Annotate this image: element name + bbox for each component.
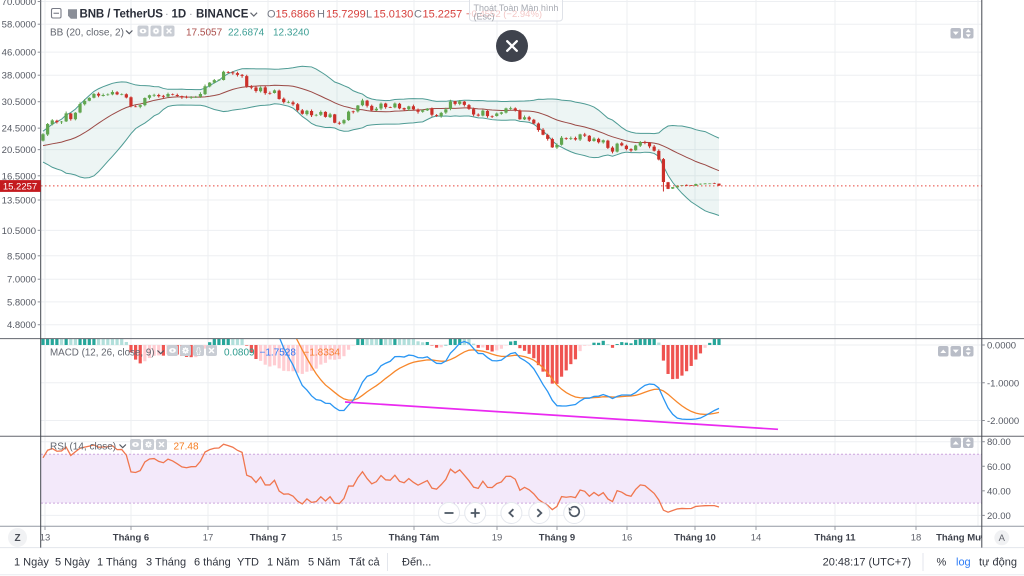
svg-text:10.5000: 10.5000 (2, 226, 36, 237)
svg-text:70.0000: 70.0000 (2, 0, 36, 8)
svg-text:tự động: tự động (979, 557, 1017, 569)
svg-text:20:48:17 (UTC+7): 20:48:17 (UTC+7) (823, 557, 911, 569)
svg-text:4.8000: 4.8000 (7, 320, 36, 331)
svg-text:15.2257: 15.2257 (3, 181, 37, 192)
svg-text:{}: {} (196, 347, 202, 356)
svg-text:24.5000: 24.5000 (2, 124, 36, 135)
svg-text:A: A (999, 533, 1006, 544)
svg-text:1 Năm: 1 Năm (267, 557, 299, 569)
svg-text:Tất cả: Tất cả (349, 557, 380, 569)
svg-text:0.0000: 0.0000 (987, 341, 1016, 352)
svg-text:22.6874: 22.6874 (228, 28, 265, 39)
svg-text:19: 19 (492, 533, 503, 544)
svg-text:Tháng Tám: Tháng Tám (389, 533, 440, 544)
svg-text:-2.0000: -2.0000 (987, 416, 1019, 427)
svg-text:5.8000: 5.8000 (7, 297, 36, 308)
svg-text:15: 15 (332, 533, 343, 544)
svg-text:17.5057: 17.5057 (186, 28, 223, 39)
svg-text:12.3240: 12.3240 (273, 28, 310, 39)
svg-text:15.2257: 15.2257 (423, 9, 463, 21)
svg-text:C: C (414, 9, 422, 21)
svg-text:Tháng 9: Tháng 9 (539, 533, 575, 544)
svg-text:O: O (267, 9, 276, 21)
svg-text:BB (20, close, 2): BB (20, close, 2) (50, 28, 124, 39)
svg-text:−1.8334: −1.8334 (304, 348, 341, 359)
svg-text:%: % (937, 557, 947, 569)
svg-text:log: log (956, 557, 971, 569)
svg-text:80.00: 80.00 (987, 437, 1011, 448)
svg-text:·: · (165, 9, 169, 21)
svg-text:8.5000: 8.5000 (7, 251, 36, 262)
svg-text:30.5000: 30.5000 (2, 97, 36, 108)
svg-text:Tháng 10: Tháng 10 (674, 533, 716, 544)
svg-text:0.0809: 0.0809 (224, 348, 255, 359)
svg-text:20.00: 20.00 (987, 511, 1011, 522)
svg-text:40.00: 40.00 (987, 486, 1011, 497)
svg-text:5 Ngày: 5 Ngày (55, 557, 90, 569)
svg-text:YTD: YTD (237, 557, 259, 569)
svg-text:H: H (317, 9, 325, 21)
svg-text:17: 17 (203, 533, 214, 544)
svg-text:MACD (12, 26, close, 9): MACD (12, 26, close, 9) (50, 348, 155, 359)
svg-text:16: 16 (622, 533, 633, 544)
svg-text:16.5000: 16.5000 (2, 171, 36, 182)
svg-text:20.5000: 20.5000 (2, 145, 36, 156)
svg-text:27.48: 27.48 (174, 442, 199, 453)
svg-text:RSI (14, close): RSI (14, close) (50, 442, 116, 453)
svg-text:46.0000: 46.0000 (2, 48, 36, 59)
svg-text:3 Tháng: 3 Tháng (146, 557, 186, 569)
svg-text:15.6866: 15.6866 (276, 9, 316, 21)
svg-text:1D: 1D (172, 9, 187, 21)
svg-text:6 tháng: 6 tháng (194, 557, 231, 569)
svg-text:Tháng 6: Tháng 6 (113, 533, 149, 544)
svg-text:Tháng Mư: Tháng Mư (936, 533, 982, 544)
svg-text:58.0000: 58.0000 (2, 20, 36, 31)
svg-text:·: · (189, 9, 193, 21)
svg-text:13: 13 (40, 533, 51, 544)
svg-text:Tháng 7: Tháng 7 (250, 533, 286, 544)
svg-text:−1.7528: −1.7528 (260, 348, 297, 359)
svg-text:5 Năm: 5 Năm (308, 557, 340, 569)
svg-text:1 Tháng: 1 Tháng (97, 557, 137, 569)
svg-text:38.0000: 38.0000 (2, 71, 36, 82)
svg-text:7.0000: 7.0000 (7, 275, 36, 286)
svg-text:(Esc): (Esc) (474, 11, 495, 21)
svg-text:15.0130: 15.0130 (374, 9, 414, 21)
svg-text:-1.0000: -1.0000 (987, 378, 1019, 389)
svg-text:Z: Z (14, 533, 20, 544)
svg-text:Thoát Toàn Màn hình: Thoát Toàn Màn hình (474, 3, 559, 13)
svg-text:13.5000: 13.5000 (2, 196, 36, 207)
svg-text:60.00: 60.00 (987, 462, 1011, 473)
svg-text:18: 18 (911, 533, 922, 544)
svg-text:Đến...: Đến... (402, 557, 431, 569)
svg-text:15.7299: 15.7299 (326, 9, 366, 21)
svg-text:1 Ngày: 1 Ngày (14, 557, 49, 569)
svg-text:BINANCE: BINANCE (196, 9, 249, 21)
svg-text:BNB / TetherUS: BNB / TetherUS (80, 9, 164, 21)
svg-text:L: L (366, 9, 372, 21)
svg-text:Tháng 11: Tháng 11 (814, 533, 856, 544)
svg-text:14: 14 (751, 533, 762, 544)
